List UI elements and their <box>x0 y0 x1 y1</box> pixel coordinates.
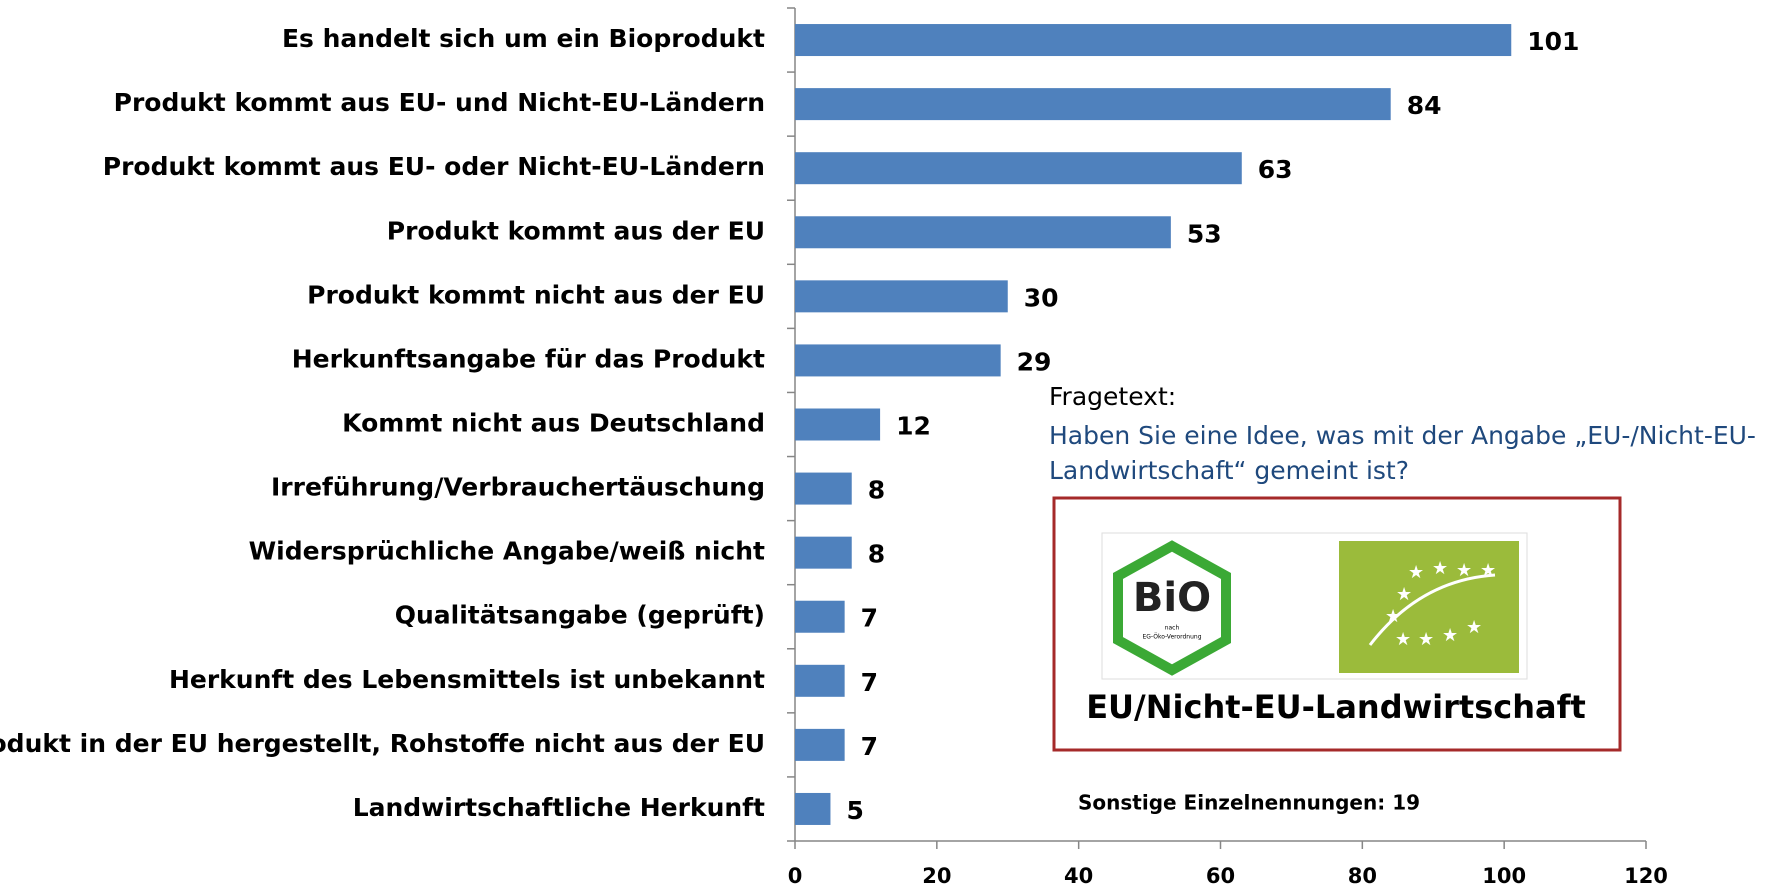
category-label: Qualitätsangabe (geprüft) <box>395 601 765 630</box>
svg-text:★: ★ <box>1456 560 1472 581</box>
x-tick-label: 0 <box>788 864 803 888</box>
bar <box>795 280 1008 313</box>
category-label: Herkunftsangabe für das Produkt <box>292 344 765 373</box>
category-label: Produkt kommt nicht aus der EU <box>307 280 765 309</box>
question-text: Haben Sie eine Idee, was mit der Angabe … <box>1049 421 1756 450</box>
value-label: 12 <box>896 412 931 441</box>
bar <box>795 664 845 697</box>
svg-text:★: ★ <box>1442 625 1458 646</box>
svg-text:★: ★ <box>1432 558 1448 579</box>
bar <box>795 88 1391 121</box>
value-label: 84 <box>1407 91 1442 120</box>
bar <box>795 344 1001 377</box>
bar <box>795 216 1171 249</box>
value-label: 8 <box>868 540 885 569</box>
svg-text:★: ★ <box>1480 560 1496 581</box>
eu-stars: ★ ★ ★ ★ ★★★ ★ ★ ★ <box>1385 558 1496 650</box>
bio-hexagon <box>1113 540 1231 676</box>
bar <box>795 408 881 441</box>
category-label: Landwirtschaftliche Herkunft <box>353 793 765 822</box>
eu-leaf-logo <box>1339 541 1519 673</box>
value-label: 53 <box>1187 219 1222 248</box>
x-tick-label: 20 <box>922 864 951 888</box>
category-label: Irreführung/Verbrauchertäuschung <box>271 473 765 502</box>
category-label: Herkunft des Lebensmittels ist unbekannt <box>169 665 765 694</box>
value-label: 101 <box>1527 27 1579 56</box>
note: Sonstige Einzelnennungen: 19 <box>1078 791 1420 815</box>
x-tick-label: 60 <box>1206 864 1235 888</box>
value-label: 5 <box>846 796 863 825</box>
bar <box>795 536 852 569</box>
bar <box>795 600 845 633</box>
svg-text:★: ★ <box>1396 584 1412 605</box>
category-label: Kommt nicht aus Deutschland <box>342 409 765 438</box>
value-label: 7 <box>861 732 878 761</box>
bar <box>795 472 852 505</box>
category-label: Widersprüchliche Angabe/weiß nicht <box>249 537 765 566</box>
svg-text:★: ★ <box>1466 617 1482 638</box>
bio-subtext: EG-Öko-Verordnung <box>1142 634 1201 641</box>
question-label: Fragetext: <box>1049 382 1176 411</box>
question-text: Landwirtschaft“ gemeint ist? <box>1049 456 1409 485</box>
value-label: 8 <box>868 476 885 505</box>
eu-leaf-curve <box>1368 573 1496 646</box>
category-label: Produkt in der EU hergestellt, Rohstoffe… <box>0 729 765 758</box>
bar <box>795 24 1512 57</box>
value-label: 7 <box>861 668 878 697</box>
logo-caption: EU/Nicht-EU-Landwirtschaft <box>1086 688 1586 726</box>
bio-text: BiO <box>1133 575 1211 621</box>
bar <box>795 728 845 761</box>
value-label: 7 <box>861 604 878 633</box>
svg-text:★: ★ <box>1418 629 1434 650</box>
category-label: Produkt kommt aus EU- oder Nicht-EU-Länd… <box>103 152 765 181</box>
svg-text:★: ★ <box>1395 629 1411 650</box>
category-label: Produkt kommt aus der EU <box>387 216 765 245</box>
x-tick-label: 40 <box>1064 864 1093 888</box>
bar <box>795 152 1242 185</box>
category-label: Produkt kommt aus EU- und Nicht-EU-Lände… <box>114 88 765 117</box>
value-label: 29 <box>1017 347 1052 376</box>
x-tick-label: 120 <box>1624 864 1668 888</box>
bio-subtext: nach <box>1165 625 1180 632</box>
value-label: 63 <box>1258 155 1293 184</box>
x-tick-label: 100 <box>1482 864 1526 888</box>
x-tick-label: 80 <box>1348 864 1377 888</box>
svg-text:★: ★ <box>1408 562 1424 583</box>
bar <box>795 792 831 825</box>
value-label: 30 <box>1024 283 1059 312</box>
svg-text:★: ★ <box>1385 606 1401 627</box>
category-label: Es handelt sich um ein Bioprodukt <box>282 24 765 53</box>
